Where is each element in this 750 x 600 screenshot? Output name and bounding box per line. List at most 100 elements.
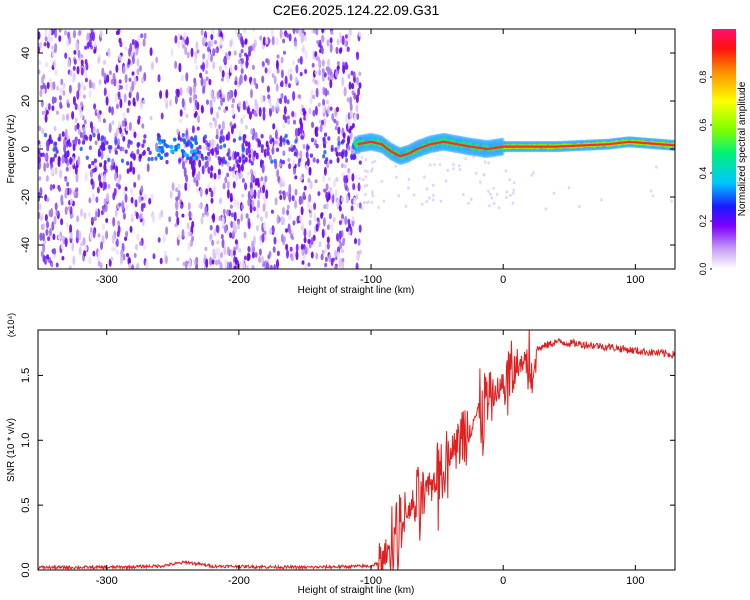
noise-blob [119,255,123,265]
noise-blob [61,154,65,164]
noise-blob [244,156,248,163]
noise-blob [291,195,295,202]
noise-blob [303,228,307,238]
noise-blob [305,112,309,122]
noise-blob [233,224,237,234]
noise-blob [238,52,242,59]
noise-blob [309,181,313,190]
noise-blob [192,84,196,94]
noise-blob [283,106,287,115]
noise-blob [98,180,102,188]
noise-blob [181,213,185,218]
band-blob [236,152,240,157]
noise-blob [234,29,238,34]
band-blob [203,134,207,139]
noise-blob [160,112,164,120]
noise-blob [233,265,237,269]
noise-blob [114,93,118,103]
noise-blob [100,150,104,160]
faint-blob [495,192,499,196]
noise-blob [44,214,48,222]
noise-blob [297,94,301,99]
noise-blob [58,186,62,192]
noise-blob [314,79,318,85]
noise-blob [137,34,141,44]
noise-blob [281,178,285,188]
noise-blob [356,52,359,61]
noise-blob [38,156,41,164]
noise-blob [289,246,293,252]
noise-blob [335,46,339,55]
band-blob [120,158,125,163]
noise-blob [262,111,266,121]
noise-blob [278,163,282,168]
noise-blob [307,238,311,245]
noise-blob [127,100,131,106]
noise-blob [312,94,316,100]
noise-blob [238,156,242,164]
faint-blob [530,173,533,177]
noise-blob [312,109,316,117]
noise-blob [96,128,100,134]
noise-blob [358,249,362,255]
noise-blob [204,205,208,215]
noise-blob [338,258,342,269]
noise-blob [327,58,330,67]
noise-blob [327,105,330,115]
noise-blob [64,206,68,216]
band-blob [325,157,329,162]
noise-blob [233,198,237,208]
noise-blob [71,156,75,166]
noise-blob [87,211,91,218]
band-blob [170,149,174,154]
noise-blob [341,172,345,178]
noise-blob [132,47,136,53]
band-blob [79,146,83,152]
noise-blob [256,213,260,219]
noise-blob [202,146,206,151]
noise-blob [179,87,183,96]
noise-blob [115,30,119,36]
noise-blob [276,138,280,147]
noise-blob [320,253,324,261]
colorbar-tick-label: 0.6 [698,119,708,132]
faint-blob [492,201,496,205]
noise-blob [212,95,216,103]
snr-frame [37,329,676,571]
band-blob [243,134,247,139]
noise-blob [357,87,361,97]
noise-blob [284,75,288,85]
noise-blob [68,165,72,171]
noise-blob [299,176,303,182]
noise-blob [59,104,63,109]
noise-blob [122,135,126,142]
noise-blob [182,44,186,49]
spectrogram-panel: -300 -200 -100 0 100 40 20 0 -20 -40 Height of st… [6,28,676,296]
noise-blob [215,134,219,140]
noise-blob [228,50,232,57]
noise-blob [309,205,313,211]
snr-x-label: Height of straight line (km) [298,585,415,596]
band-blob [235,159,239,164]
noise-blob [38,203,42,211]
noise-blob [254,98,258,108]
noise-blob [279,178,283,188]
band-blob [179,137,183,142]
noise-blob [337,126,341,135]
faint-blob [492,186,495,190]
noise-blob [55,262,59,268]
noise-blob [222,208,226,215]
band-blob [206,142,211,148]
noise-blob [124,73,128,84]
noise-blob [117,220,121,227]
faint-blob [371,191,374,195]
noise-blob [207,183,211,189]
noise-blob [265,37,269,45]
noise-blob [228,166,232,172]
noise-blob [224,225,227,234]
noise-blob [305,151,309,159]
noise-blob [282,114,286,121]
noise-blob [71,111,75,120]
noise-blob [301,260,305,265]
noise-blob [326,224,330,231]
